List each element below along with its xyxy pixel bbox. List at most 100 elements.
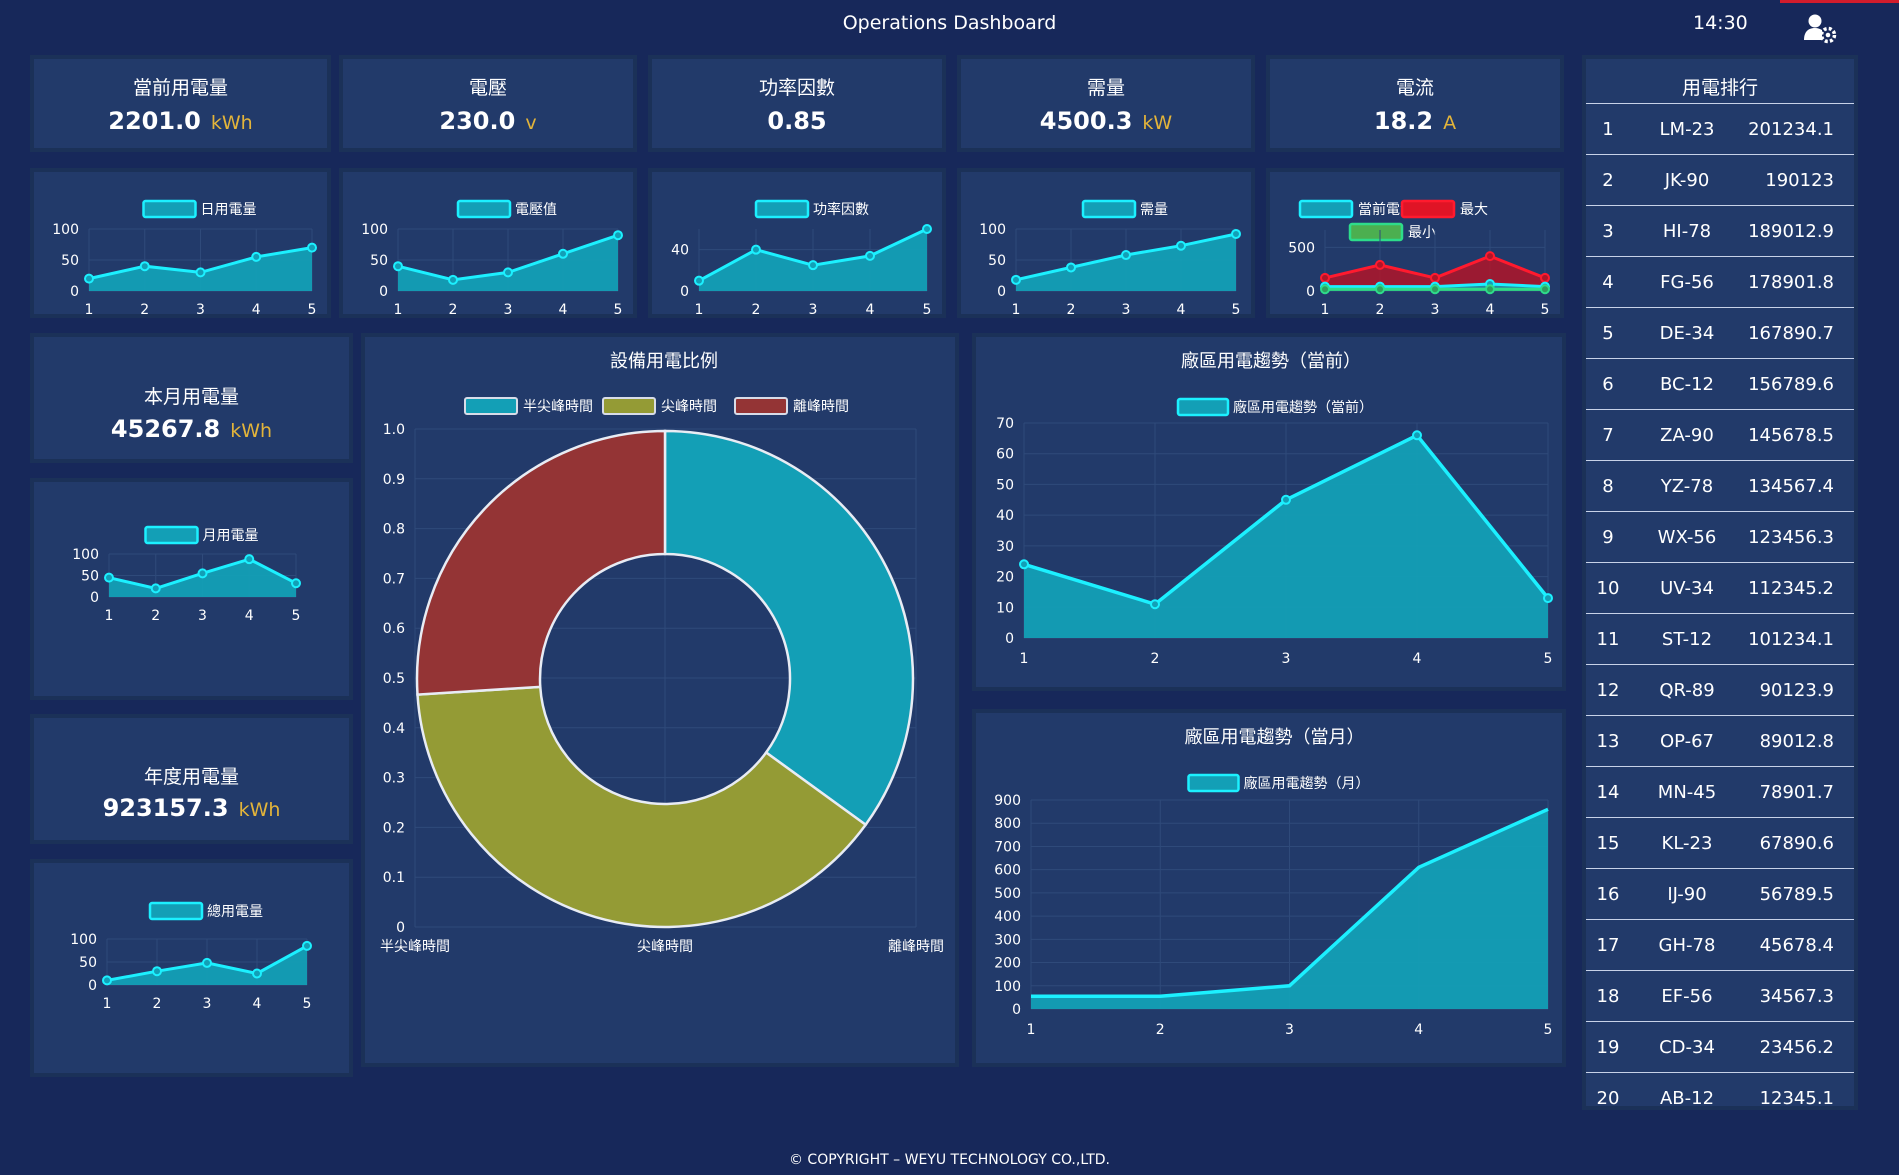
legend-swatch <box>148 901 204 921</box>
legend-label: 需量 <box>1140 202 1168 218</box>
ranking-list: 1 LM-23 201234.1 2 JK-90 190123 3 HI-78 189012.9… <box>1586 103 1854 1106</box>
rank-value: 167890.7 <box>1748 322 1834 344</box>
legend-label: 月用電量 <box>203 528 259 544</box>
mini-chart-panel-daily: 日用電量 0 50 100 1 2 3 4 5 <box>30 168 331 318</box>
ranking-row[interactable]: 18 EF-56 34567.3 <box>1586 970 1854 1021</box>
ranking-row[interactable]: 17 GH-78 45678.4 <box>1586 919 1854 970</box>
ranking-row[interactable]: 6 BC-12 156789.6 <box>1586 358 1854 409</box>
ranking-row[interactable]: 19 CD-34 23456.2 <box>1586 1021 1854 1072</box>
data-point <box>1281 494 1291 505</box>
y-tick-label: 0.4 <box>383 721 405 737</box>
ranking-row[interactable]: 7 ZA-90 145678.5 <box>1586 409 1854 460</box>
y-tick-label: 10 <box>996 600 1014 616</box>
rank-code: YZ-78 <box>1660 475 1714 497</box>
ranking-row[interactable]: 11 ST-12 101234.1 <box>1586 613 1854 664</box>
rank-code: JK-90 <box>1664 169 1710 191</box>
stat-label: 本月用電量 <box>143 386 239 408</box>
x-tick-label: 4 <box>1486 302 1495 314</box>
ranking-row[interactable]: 12 QR-89 90123.9 <box>1586 664 1854 715</box>
rank-value: 123456.3 <box>1748 526 1834 548</box>
y-tick-label: 0 <box>997 284 1006 300</box>
y-tick-label: 0.1 <box>383 870 405 886</box>
y-tick-label: 100 <box>361 222 388 238</box>
stat-label: 功率因數 <box>758 77 835 99</box>
ranking-row[interactable]: 4 FG-56 178901.8 <box>1586 256 1854 307</box>
ranking-panel: 用電排行 1 LM-23 201234.1 2 JK-90 190123 3 HI-78 189… <box>1582 55 1858 1110</box>
mini-chart-panel-demand: 需量 0 50 100 1 2 3 4 5 <box>957 168 1255 318</box>
x-tick-label: 5 <box>1232 302 1241 314</box>
legend-swatch <box>754 199 810 219</box>
data-point <box>150 583 161 594</box>
data-point <box>84 273 94 284</box>
ranking-row[interactable]: 1 LM-23 201234.1 <box>1586 103 1854 154</box>
ranking-title: 用電排行 <box>1681 77 1758 99</box>
legend-label: 尖峰時間 <box>661 399 717 415</box>
ranking-row[interactable]: 20 AB-12 12345.1 <box>1586 1072 1854 1106</box>
y-tick-label: 0.2 <box>383 820 405 836</box>
rank-value: 45678.4 <box>1759 934 1834 956</box>
stat-label: 需量 <box>1086 77 1125 99</box>
ranking-row[interactable]: 16 IJ-90 56789.5 <box>1586 868 1854 919</box>
ranking-row[interactable]: 3 HI-78 189012.9 <box>1586 205 1854 256</box>
rank-value: 101234.1 <box>1748 628 1834 650</box>
y-tick-label: 0 <box>396 920 405 936</box>
data-point <box>307 242 317 253</box>
ranking-row[interactable]: 8 YZ-78 134567.4 <box>1586 460 1854 511</box>
stat-unit: A <box>1443 112 1457 134</box>
data-point <box>613 230 623 241</box>
rank-number: 12 <box>1596 679 1620 701</box>
y-tick-label: 0 <box>90 590 99 606</box>
x-tick-label: 1 <box>394 302 403 314</box>
rank-code: DE-34 <box>1659 322 1715 344</box>
rank-code: ZA-90 <box>1660 424 1714 446</box>
chart-title: 廠區用電趨勢（當前） <box>1181 350 1361 372</box>
x-tick-label: 4 <box>1414 1022 1423 1038</box>
x-tick-label: 5 <box>308 302 317 314</box>
ranking-row[interactable]: 9 WX-56 123456.3 <box>1586 511 1854 562</box>
x-tick-label: 3 <box>1431 302 1440 314</box>
pie-slice <box>663 429 915 827</box>
rank-code: OP-67 <box>1659 730 1715 752</box>
plant-month-panel: 廠區用電趨勢（當月） 廠區用電趨勢（月） 0 100 200 300 400 500 600 70… <box>972 709 1566 1067</box>
data-point <box>1066 262 1076 273</box>
ranking-row[interactable]: 5 DE-34 167890.7 <box>1586 307 1854 358</box>
x-tick-label: 3 <box>196 302 205 314</box>
rank-code: LM-23 <box>1659 118 1715 140</box>
rank-code: UV-34 <box>1660 577 1714 599</box>
series-area <box>699 229 927 291</box>
clock: 14:30 <box>1693 12 1748 34</box>
legend-label: 廠區用電趨勢（月） <box>1244 775 1370 792</box>
legend-swatch <box>456 199 512 219</box>
data-point <box>1412 430 1422 441</box>
stat-unit: v <box>525 112 537 134</box>
legend-label: 總用電量 <box>207 903 263 920</box>
stat-unit: kWh <box>238 799 281 821</box>
stat-card-demand: 需量 4500.3 kW <box>957 55 1255 152</box>
legend-swatch <box>1298 199 1354 219</box>
y-tick-label: 100 <box>979 222 1006 238</box>
ranking-row[interactable]: 10 UV-34 112345.2 <box>1586 562 1854 613</box>
x-tick-label: 2 <box>449 302 458 314</box>
ranking-row[interactable]: 13 OP-67 89012.8 <box>1586 715 1854 766</box>
ranking-row[interactable]: 14 MN-45 78901.7 <box>1586 766 1854 817</box>
pie-slice <box>415 429 667 696</box>
data-point <box>1540 272 1550 283</box>
ranking-row[interactable]: 2 JK-90 190123 <box>1586 154 1854 205</box>
data-point <box>1150 599 1160 610</box>
rank-code: IJ-90 <box>1667 883 1707 905</box>
stat-value: 4500.3 <box>1039 107 1133 135</box>
x-tick-label: 2 <box>153 996 162 1012</box>
chart-title: 廠區用電趨勢（當月） <box>1185 726 1365 748</box>
legend-swatch <box>142 199 197 219</box>
y-tick-label: 100 <box>72 547 99 563</box>
rank-number: 19 <box>1596 1036 1620 1058</box>
stat-value: 18.2 <box>1373 107 1434 135</box>
x-tick-label: 半尖峰時間 <box>380 939 450 955</box>
x-tick-label: 5 <box>292 608 301 624</box>
plant-trend-now-chart: 廠區用電趨勢（當前） 廠區用電趨勢（當前） 0 10 20 30 40 50 60 70 1 2 3 4 5 <box>996 350 1553 667</box>
y-tick-label: 0.6 <box>383 621 405 637</box>
ranking-row[interactable]: 15 KL-23 67890.6 <box>1586 817 1854 868</box>
y-tick-label: 300 <box>994 932 1021 948</box>
user-settings-icon[interactable] <box>1803 12 1837 44</box>
